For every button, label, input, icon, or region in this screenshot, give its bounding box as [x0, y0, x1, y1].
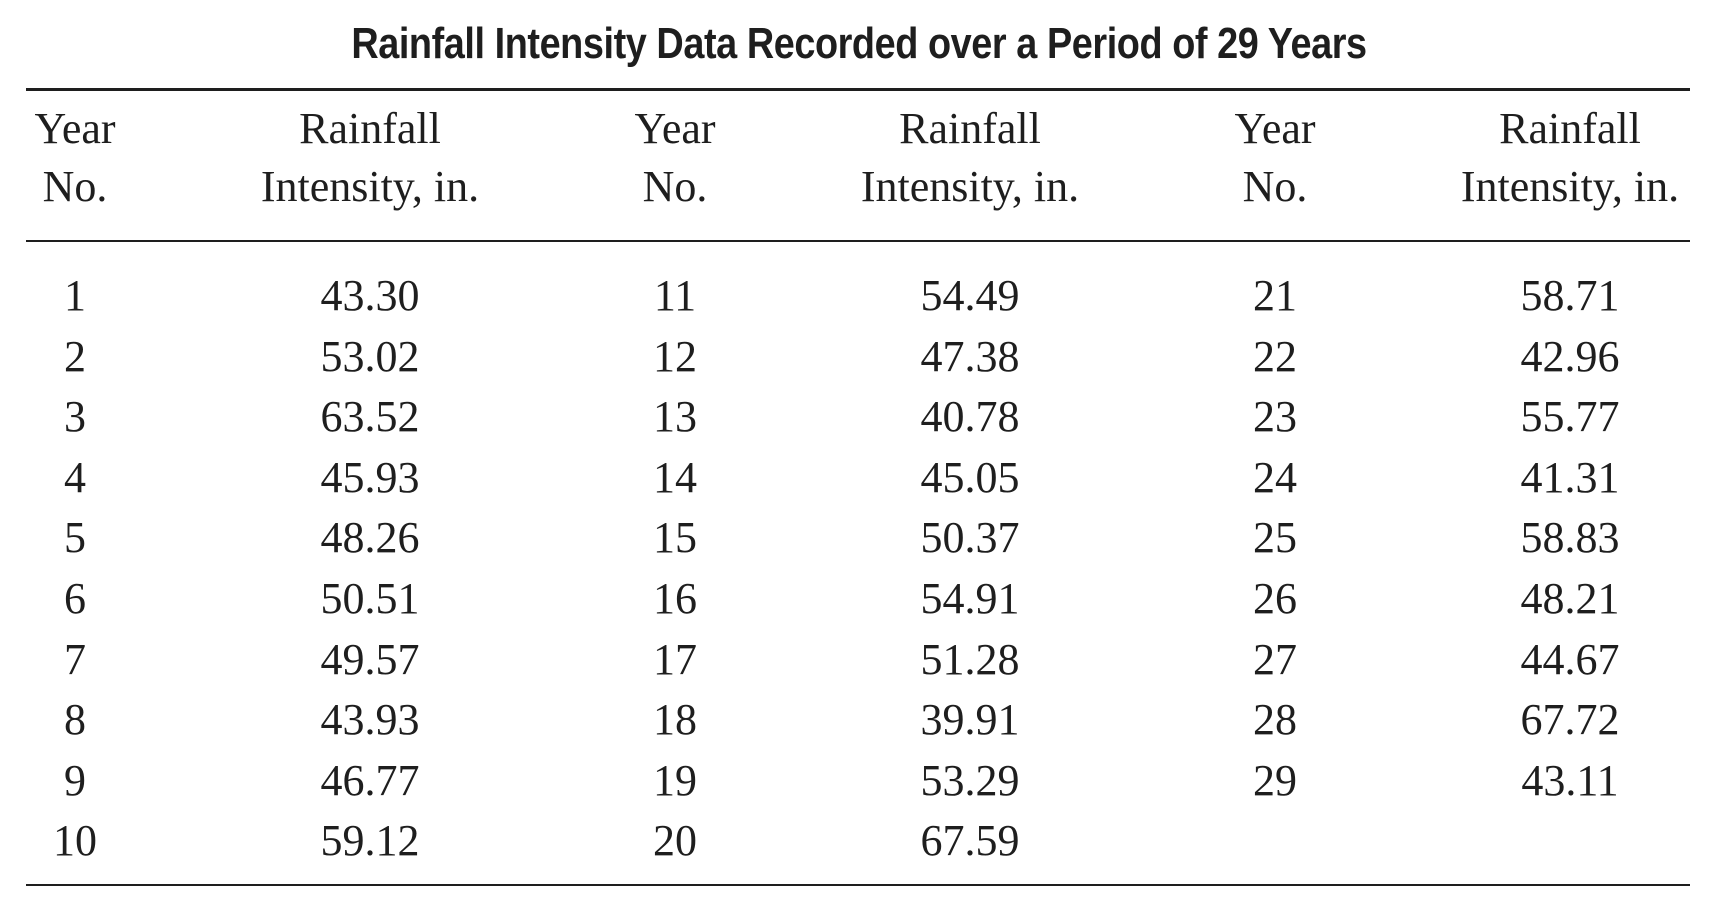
table-cell: 63.52	[320, 392, 420, 442]
table-cell: 46.77	[320, 755, 420, 805]
year-list-2: 11 12 13 14 15 16 17 18 19 20	[610, 266, 740, 872]
table-cell: 22	[1253, 331, 1297, 381]
table-cell: 55.77	[1520, 392, 1620, 442]
table-cell: 53.02	[320, 331, 420, 381]
year-column-1: Year No. 1 2 3 4 5 6 7 8 9 10	[20, 100, 130, 865]
table-cell: 12	[653, 331, 697, 381]
intensity-list-2: 54.49 47.38 40.78 45.05 50.37 54.91 51.28 39.91…	[830, 266, 1110, 872]
intensity-column-3: Rainfall Intensity, in. 58.71 42.96 55.77 4…	[1430, 100, 1710, 805]
table-cell: 21	[1253, 271, 1297, 320]
intensity-list-1: 43.30 53.02 63.52 45.93 48.26 50.51 49.57 43.93…	[230, 266, 510, 872]
table-cell: 8	[64, 695, 86, 745]
table-cell: 7	[64, 634, 86, 684]
intensity-column-1: Rainfall Intensity, in. 43.30 53.02 63.52 4…	[230, 100, 510, 865]
year-header: Year No.	[1234, 104, 1316, 211]
table-cell: 51.28	[920, 634, 1020, 684]
table-cell: 3	[64, 392, 86, 442]
year-column-3: Year No. 21 22 23 24 25 26 27 28 29	[1210, 100, 1340, 805]
table-cell: 25	[1253, 513, 1297, 563]
table-cell: 23	[1253, 392, 1297, 442]
table-cell: 39.91	[920, 695, 1020, 745]
table-cell: 15	[653, 513, 697, 563]
table-cell: 19	[653, 755, 697, 805]
table-title: Rainfall Intensity Data Recorded over a …	[351, 19, 1367, 68]
table-cell: 50.37	[920, 513, 1020, 563]
table-cell: 67.72	[1520, 695, 1620, 745]
table-cell: 42.96	[1520, 331, 1620, 381]
table-cell: 54.91	[920, 573, 1020, 623]
top-rule	[26, 88, 1690, 91]
table-cell: 54.49	[920, 271, 1020, 320]
table-cell: 26	[1253, 573, 1297, 623]
table-cell: 67.59	[920, 816, 1020, 866]
table-cell: 24	[1253, 452, 1297, 502]
table-cell: 43.30	[320, 271, 420, 320]
table-cell: 11	[653, 271, 697, 320]
table-cell: 4	[64, 452, 86, 502]
table-cell: 50.51	[320, 573, 420, 623]
year-list-3: 21 22 23 24 25 26 27 28 29	[1210, 266, 1340, 811]
table-cell: 16	[653, 573, 697, 623]
table-cell: 40.78	[920, 392, 1020, 442]
table-cell: 45.05	[920, 452, 1020, 502]
table-cell: 43.11	[1521, 755, 1619, 805]
table-cell: 44.67	[1520, 634, 1620, 684]
bottom-rule	[26, 884, 1690, 886]
table-cell: 45.93	[320, 452, 420, 502]
table-cell: 9	[64, 755, 86, 805]
table-cell: 13	[653, 392, 697, 442]
intensity-list-3: 58.71 42.96 55.77 41.31 58.83 48.21 44.67 67.72…	[1430, 266, 1710, 811]
table-cell: 27	[1253, 634, 1297, 684]
table-cell: 47.38	[920, 331, 1020, 381]
year-header: Year No.	[634, 104, 716, 211]
table-cell: 48.21	[1520, 573, 1620, 623]
table-cell: 20	[653, 816, 697, 866]
intensity-header: Rainfall Intensity, in.	[1460, 104, 1680, 211]
table-cell: 28	[1253, 695, 1297, 745]
year-header: Year No.	[34, 104, 116, 211]
table-cell: 49.57	[320, 634, 420, 684]
table-cell: 41.31	[1520, 452, 1620, 502]
table-cell: 10	[53, 816, 97, 866]
table-cell: 59.12	[320, 816, 420, 866]
table-cell: 1	[64, 271, 86, 320]
table-cell: 29	[1253, 755, 1297, 805]
year-column-2: Year No. 11 12 13 14 15 16 17 18 19 20	[610, 100, 740, 865]
table-cell: 43.93	[320, 695, 420, 745]
table-cell: 14	[653, 452, 697, 502]
table-cell: 17	[653, 634, 697, 684]
table-cell: 58.71	[1520, 271, 1620, 320]
table-cell: 18	[653, 695, 697, 745]
intensity-header: Rainfall Intensity, in.	[260, 104, 480, 211]
table-cell: 48.26	[320, 513, 420, 563]
intensity-header: Rainfall Intensity, in.	[860, 104, 1080, 211]
table-cell: 6	[64, 573, 86, 623]
header-rule	[26, 240, 1690, 242]
table-cell: 5	[64, 513, 86, 563]
table-cell: 58.83	[1520, 513, 1620, 563]
table-cell: 53.29	[920, 755, 1020, 805]
year-list-1: 1 2 3 4 5 6 7 8 9 10	[20, 266, 130, 872]
table-cell: 2	[64, 331, 86, 381]
intensity-column-2: Rainfall Intensity, in. 54.49 47.38 40.78 4…	[830, 100, 1110, 865]
